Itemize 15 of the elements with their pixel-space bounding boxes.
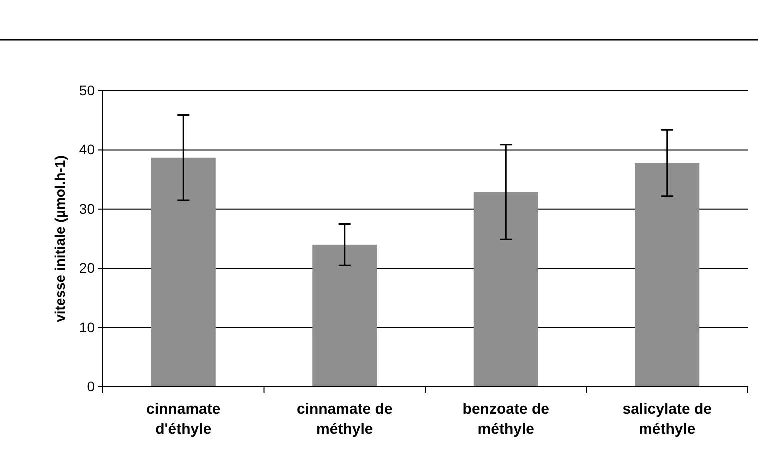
y-tick-label: 20 (79, 260, 96, 276)
bar (474, 192, 538, 387)
x-tick-label: benzoate de méthyle (462, 401, 550, 438)
x-tick-label: cinnamate d'éthyle (146, 401, 221, 438)
x-tick-label: cinnamate de méthyle (296, 401, 393, 438)
y-tick-label: 30 (79, 200, 96, 217)
y-tick-label: 40 (79, 142, 96, 158)
y-tick-label: 10 (79, 319, 96, 336)
bar (312, 244, 378, 387)
y-tick-label: 0 (87, 378, 96, 394)
x-tick-label: salicylate de méthyle (622, 401, 712, 438)
bar (151, 158, 216, 387)
y-axis-title: vitesse initiale (µmol.h-1) (52, 156, 68, 322)
y-tick-label: 50 (79, 82, 96, 98)
bar (635, 163, 700, 387)
